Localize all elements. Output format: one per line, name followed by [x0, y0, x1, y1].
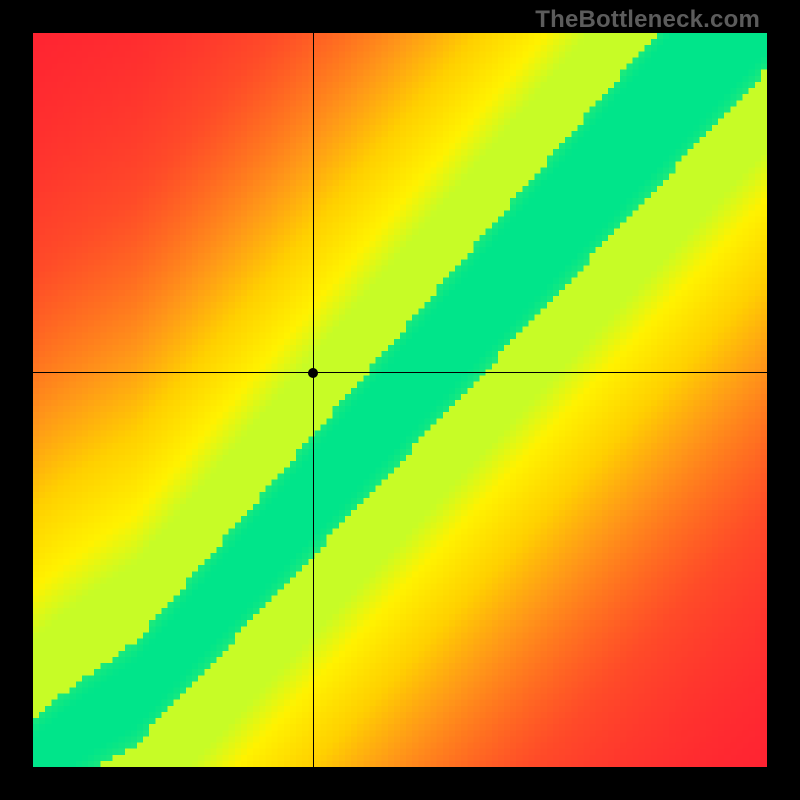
- crosshair-vertical: [313, 33, 314, 767]
- crosshair-horizontal: [33, 372, 767, 373]
- heatmap-plot: [33, 33, 767, 767]
- selected-point[interactable]: [308, 368, 318, 378]
- chart-frame: TheBottleneck.com: [0, 0, 800, 800]
- watermark-text: TheBottleneck.com: [535, 6, 760, 34]
- heatmap-canvas: [33, 33, 767, 767]
